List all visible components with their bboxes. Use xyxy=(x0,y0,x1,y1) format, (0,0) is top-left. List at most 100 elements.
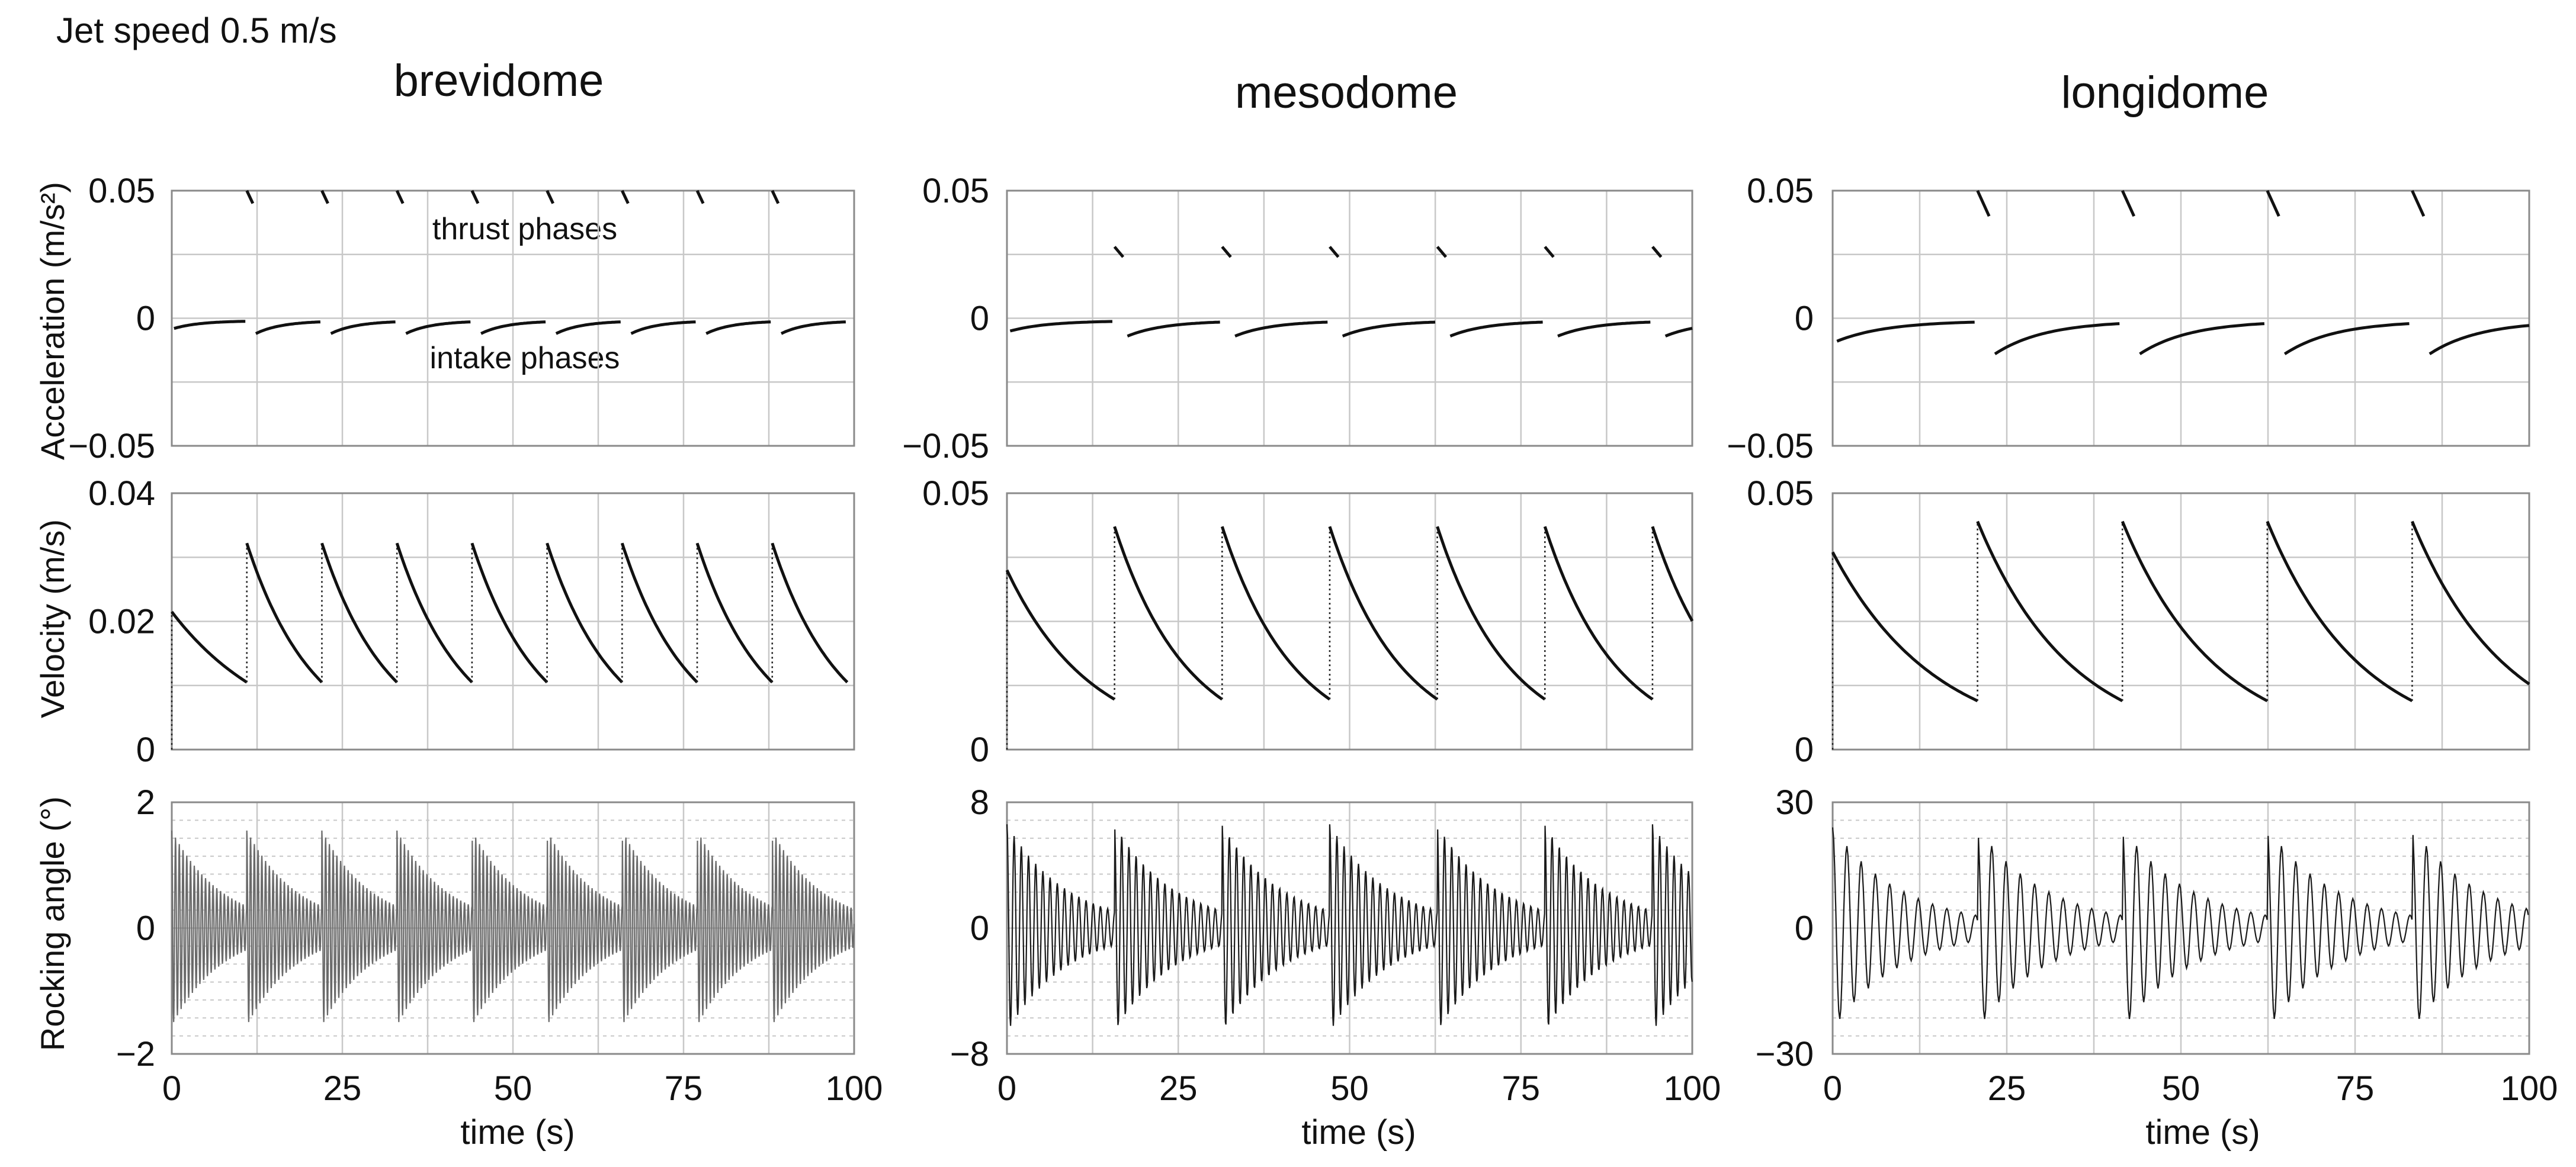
thrust-phase-segment xyxy=(771,189,780,204)
y-tick-label: 0.05 xyxy=(1747,474,1814,513)
y-tick-label: −8 xyxy=(950,1035,989,1073)
series-velocity xyxy=(171,542,849,750)
series-rocking-angle xyxy=(1006,824,1693,1026)
x-tick-label: 25 xyxy=(323,1069,362,1108)
y-tick-label: 0.05 xyxy=(922,172,989,210)
series-acceleration xyxy=(1009,246,1693,338)
intake-phase-segment xyxy=(1234,320,1328,338)
x-tick-label: 50 xyxy=(2162,1069,2200,1108)
xlabel-longidome: time (s) xyxy=(2145,1113,2260,1152)
intake-phase-segment xyxy=(2283,322,2410,355)
y-tick-label: 0 xyxy=(1795,731,1814,769)
plot-frame xyxy=(171,189,855,447)
intake-phase-segment xyxy=(1994,322,2120,355)
velocity-decay xyxy=(320,542,398,684)
annotations: thrust phases intake phases xyxy=(430,212,620,375)
panel-longidome-acceleration: 0.05 0 −0.05 xyxy=(1727,172,2530,465)
thrust-phase-segment xyxy=(245,189,255,204)
ylabel-acceleration: Acceleration (m/s²) xyxy=(34,182,71,460)
gridlines xyxy=(1833,802,2529,1054)
thrust-phase-segment xyxy=(1544,246,1555,258)
thrust-phase-segment xyxy=(1651,246,1663,258)
thrust-phase-segment xyxy=(1221,246,1232,258)
intake-phase-segment xyxy=(2139,322,2265,355)
x-tick-label: 75 xyxy=(665,1069,703,1108)
velocity-decay xyxy=(695,542,774,684)
xlabel-mesodome: time (s) xyxy=(1301,1113,1416,1152)
y-tick-label: 0 xyxy=(136,909,155,948)
thrust-phase-segment xyxy=(695,189,705,204)
x-tick-label: 25 xyxy=(1988,1069,2026,1108)
y-tick-label: 0 xyxy=(1795,909,1814,948)
panel-mesodome-acceleration: 0.05 0 −0.05 xyxy=(902,172,1693,465)
y-tick-label: 0.04 xyxy=(88,474,155,513)
y-tick-label: 30 xyxy=(1775,783,1814,822)
y-tick-label: −2 xyxy=(116,1035,155,1073)
ylabel-velocity: Velocity (m/s) xyxy=(34,519,71,718)
panel-mesodome-rocking-angle: 80−80 25 50 75 100 xyxy=(950,783,1721,1108)
thrust-phase-segment xyxy=(470,189,480,204)
x-tick-label: 25 xyxy=(1159,1069,1198,1108)
x-tick-label: 100 xyxy=(1664,1069,1721,1108)
series-velocity xyxy=(1005,526,1694,750)
panel-longidome-velocity: 0.05 0 xyxy=(1747,474,2530,769)
y-tick-label: −30 xyxy=(1756,1035,1814,1073)
y-tick-label: 0 xyxy=(970,731,989,769)
x-tick-label: 0 xyxy=(997,1069,1016,1108)
gridlines xyxy=(1833,191,2529,446)
velocity-decay xyxy=(546,542,624,684)
intake-phase-segment xyxy=(555,320,621,335)
thrust-phase-segment xyxy=(2266,189,2280,217)
velocity-decay xyxy=(2121,520,2268,702)
velocity-decay xyxy=(2411,520,2530,686)
velocity-decay xyxy=(2266,520,2413,702)
intake-phase-segment xyxy=(1449,320,1543,338)
intake-phase-segment xyxy=(705,320,771,335)
velocity-decay xyxy=(1113,526,1223,701)
intake-phase-segment xyxy=(255,320,320,335)
panel-mesodome-velocity: 0.05 0 xyxy=(922,474,1694,769)
gridlines xyxy=(1007,493,1692,750)
velocity-decay xyxy=(171,610,248,684)
series-acceleration xyxy=(174,189,846,335)
panel-longidome-rocking-angle: 300−300 25 50 75 100 xyxy=(1756,783,2558,1108)
velocity-decay xyxy=(1831,551,1978,702)
y-tick-label: 0 xyxy=(136,731,155,769)
col-title-mesodome: mesodome xyxy=(1235,67,1458,118)
velocity-decay xyxy=(1976,520,2123,702)
intake-phase-segment xyxy=(1836,320,1975,343)
thrust-phase-segment xyxy=(1436,246,1448,258)
column-titles: brevidome mesodome longidome xyxy=(394,56,2269,118)
xlabel-brevidome: time (s) xyxy=(460,1113,575,1152)
series-rocking-angle xyxy=(171,830,855,1023)
thrust-phase-segment xyxy=(2121,189,2136,217)
velocity-decay xyxy=(771,542,849,684)
intake-phase-segment xyxy=(2429,324,2530,355)
y-tick-label: 0 xyxy=(970,300,989,338)
series-velocity xyxy=(1831,520,2530,750)
thrust-phase-segment xyxy=(2411,189,2426,217)
series-rocking-angle xyxy=(1831,827,2529,1020)
y-tick-label: 0.05 xyxy=(88,172,155,210)
velocity-decay xyxy=(1651,526,1694,622)
velocity-decay xyxy=(1328,526,1439,701)
x-tick-label: 100 xyxy=(826,1069,883,1108)
velocity-decay xyxy=(245,542,323,684)
velocity-decay xyxy=(1220,526,1331,701)
col-title-brevidome: brevidome xyxy=(394,56,604,106)
plot-frame xyxy=(1831,189,2530,447)
y-tick-label: 0 xyxy=(136,300,155,338)
panel-brevidome-rocking-angle: 20−20 25 50 75 100 xyxy=(116,783,883,1108)
intake-phase-segment xyxy=(330,320,396,335)
y-tick-label: 2 xyxy=(136,783,155,822)
velocity-decay xyxy=(470,542,548,684)
x-tick-label: 50 xyxy=(494,1069,532,1108)
thrust-phase-segment xyxy=(1976,189,1991,217)
intake-phase-segment xyxy=(174,320,246,330)
panel-brevidome-velocity: 0.04 0.02 0 xyxy=(88,474,855,769)
gridlines xyxy=(1007,191,1692,446)
series-acceleration xyxy=(1836,189,2530,355)
y-tick-label: 0.05 xyxy=(922,474,989,513)
x-tick-label: 75 xyxy=(2336,1069,2375,1108)
